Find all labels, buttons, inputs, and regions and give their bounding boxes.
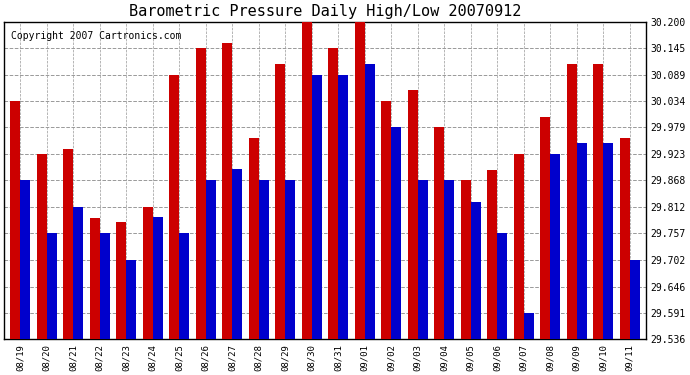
Bar xyxy=(338,75,348,339)
Bar xyxy=(381,101,391,339)
Bar xyxy=(10,101,20,339)
Bar xyxy=(302,22,312,339)
Bar xyxy=(513,154,524,339)
Bar xyxy=(497,234,507,339)
Bar xyxy=(90,218,99,339)
Bar xyxy=(285,180,295,339)
Bar xyxy=(365,64,375,339)
Bar xyxy=(116,222,126,339)
Bar xyxy=(417,180,428,339)
Bar xyxy=(434,128,444,339)
Bar xyxy=(540,117,551,339)
Bar xyxy=(551,154,560,339)
Bar xyxy=(47,234,57,339)
Bar xyxy=(275,64,285,339)
Bar xyxy=(179,234,189,339)
Bar xyxy=(471,202,481,339)
Bar xyxy=(355,22,365,339)
Bar xyxy=(620,138,630,339)
Bar xyxy=(152,217,163,339)
Bar xyxy=(259,180,268,339)
Bar xyxy=(577,143,587,339)
Bar xyxy=(232,170,242,339)
Bar xyxy=(195,48,206,339)
Bar xyxy=(312,75,322,339)
Bar xyxy=(169,75,179,339)
Bar xyxy=(566,64,577,339)
Bar xyxy=(524,313,534,339)
Bar xyxy=(143,207,152,339)
Bar xyxy=(20,180,30,339)
Bar xyxy=(408,90,417,339)
Bar xyxy=(461,180,471,339)
Bar xyxy=(73,207,83,339)
Bar xyxy=(63,149,73,339)
Bar xyxy=(126,260,136,339)
Bar xyxy=(222,43,232,339)
Bar xyxy=(391,128,402,339)
Title: Barometric Pressure Daily High/Low 20070912: Barometric Pressure Daily High/Low 20070… xyxy=(129,4,521,19)
Bar xyxy=(248,138,259,339)
Bar xyxy=(487,170,497,339)
Bar xyxy=(206,180,216,339)
Bar xyxy=(99,234,110,339)
Bar xyxy=(593,64,603,339)
Bar xyxy=(444,180,454,339)
Bar xyxy=(37,154,47,339)
Text: Copyright 2007 Cartronics.com: Copyright 2007 Cartronics.com xyxy=(10,31,181,41)
Bar xyxy=(603,143,613,339)
Bar xyxy=(630,260,640,339)
Bar xyxy=(328,48,338,339)
